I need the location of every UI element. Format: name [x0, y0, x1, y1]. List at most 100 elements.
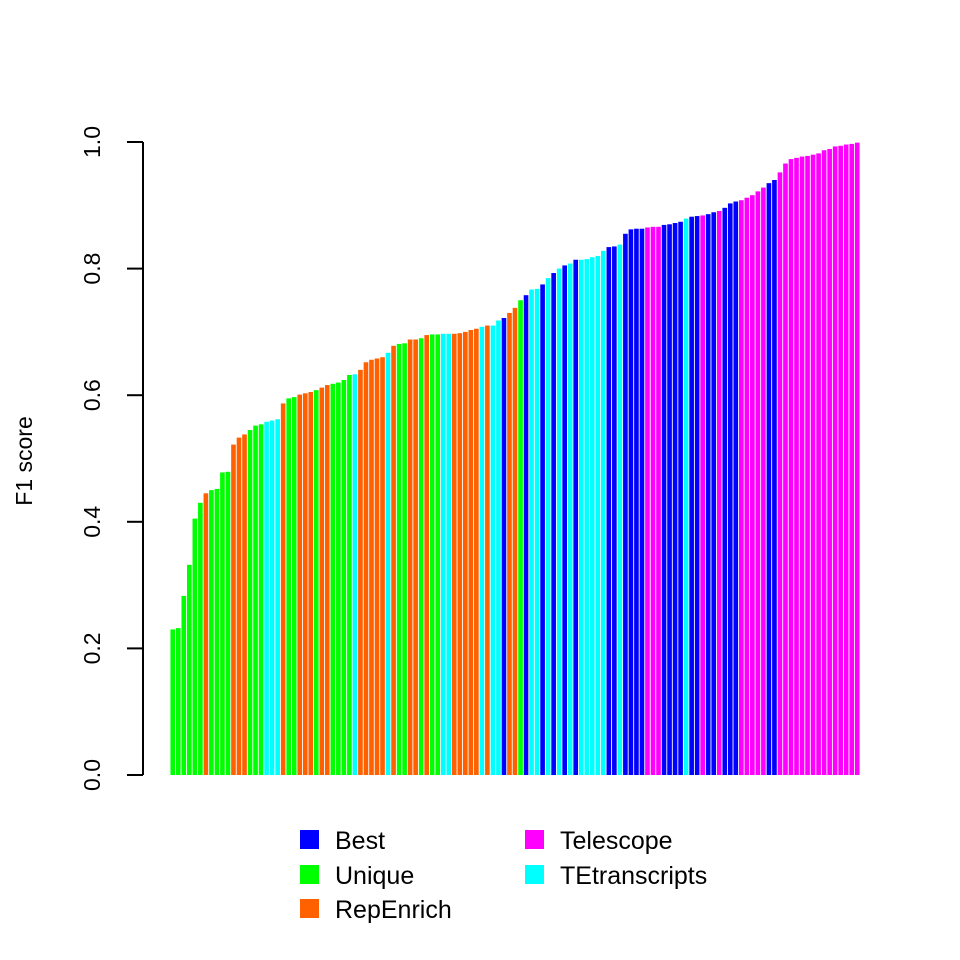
legend-swatch-unique	[300, 865, 319, 884]
bar-repenrich	[468, 330, 474, 775]
bar-best	[661, 224, 667, 776]
bar-unique	[253, 425, 258, 775]
bar-repenrich	[424, 335, 429, 775]
bar-unique	[396, 343, 402, 775]
bar-tetranscripts	[496, 320, 501, 775]
bar-telescope	[799, 156, 805, 775]
bar-repenrich	[413, 339, 418, 775]
bar-tetranscripts	[440, 333, 446, 775]
bar-repenrich	[308, 392, 314, 775]
bar-tetranscripts	[578, 259, 584, 775]
bar-telescope	[805, 155, 810, 775]
bar-best	[694, 216, 700, 775]
legend-label-unique: Unique	[335, 862, 414, 890]
bar-best	[562, 265, 567, 775]
bar-best	[772, 179, 777, 776]
bars-layer	[170, 142, 860, 776]
bar-unique	[220, 472, 225, 775]
bar-unique	[225, 471, 231, 775]
bar-telescope	[854, 142, 860, 775]
bar-unique	[247, 430, 253, 775]
bar-tetranscripts	[595, 255, 601, 775]
bar-best	[540, 284, 545, 775]
bar-telescope	[750, 195, 755, 776]
bar-unique	[402, 343, 407, 775]
bar-repenrich	[457, 333, 463, 775]
bar-telescope	[700, 215, 705, 775]
bar-unique	[336, 382, 341, 775]
bar-repenrich	[374, 358, 380, 775]
bar-unique	[313, 390, 319, 775]
bar-repenrich	[242, 434, 247, 775]
bar-best	[689, 216, 694, 775]
bar-repenrich	[358, 369, 363, 775]
bar-best	[705, 214, 711, 775]
bar-telescope	[656, 226, 661, 775]
bar-telescope	[827, 148, 832, 775]
bar-telescope	[650, 226, 656, 775]
bar-telescope	[777, 172, 783, 775]
legend-label-telescope: Telescope	[560, 827, 673, 855]
bar-best	[711, 212, 717, 775]
bar-telescope	[821, 150, 827, 776]
bar-best	[628, 229, 634, 776]
bar-tetranscripts	[275, 419, 280, 775]
bar-repenrich	[507, 312, 512, 775]
bar-repenrich	[407, 339, 413, 775]
bar-best	[551, 273, 556, 775]
bar-repenrich	[363, 362, 369, 775]
bar-best	[678, 221, 683, 775]
y-tick-label: 0.6	[79, 379, 105, 411]
bar-tetranscripts	[269, 420, 275, 775]
bar-tetranscripts	[352, 374, 358, 775]
legend-swatch-telescope	[525, 830, 544, 849]
bar-repenrich	[203, 493, 209, 775]
bar-repenrich	[463, 331, 468, 775]
bar-unique	[214, 488, 220, 775]
bar-unique	[198, 502, 203, 775]
bar-unique	[187, 564, 192, 775]
bar-best	[634, 228, 639, 776]
bar-telescope	[816, 153, 821, 775]
bar-best	[523, 295, 529, 775]
bar-best	[623, 233, 628, 775]
bar-tetranscripts	[584, 259, 590, 775]
bar-unique	[518, 300, 523, 775]
bar-tetranscripts	[601, 250, 606, 775]
bar-best	[727, 203, 733, 775]
bar-telescope	[744, 197, 750, 775]
bar-telescope	[788, 159, 794, 776]
bar-unique	[181, 595, 187, 775]
bar-repenrich	[485, 325, 490, 775]
y-tick-label: 1.0	[79, 126, 105, 158]
legend-swatch-repenrich	[300, 899, 319, 918]
bar-tetranscripts	[534, 288, 540, 775]
bar-telescope	[849, 143, 855, 775]
bar-tetranscripts	[589, 257, 595, 776]
bar-telescope	[761, 187, 766, 775]
bar-best	[573, 259, 579, 775]
y-axis: 0.0 0.2 0.4 0.6 0.8 1.0	[79, 126, 144, 791]
bar-best	[733, 201, 739, 775]
bar-repenrich	[280, 403, 286, 775]
bar-unique	[286, 398, 291, 775]
bar-tetranscripts	[683, 218, 689, 776]
bar-unique	[175, 628, 181, 775]
bar-repenrich	[236, 437, 242, 775]
bar-repenrich	[391, 345, 396, 775]
bar-repenrich	[302, 393, 308, 775]
bar-telescope	[810, 154, 816, 775]
legend-label-repenrich: RepEnrich	[335, 896, 452, 924]
legend-swatch-best	[300, 830, 319, 849]
bar-repenrich	[369, 359, 374, 775]
bar-telescope	[645, 227, 650, 775]
bar-repenrich	[231, 444, 236, 775]
bar-telescope	[838, 145, 843, 776]
bar-telescope	[783, 163, 788, 775]
bar-tetranscripts	[446, 333, 452, 775]
bar-best	[766, 183, 772, 775]
bar-repenrich	[380, 357, 385, 775]
bar-tetranscripts	[567, 263, 573, 775]
bar-unique	[192, 518, 198, 775]
